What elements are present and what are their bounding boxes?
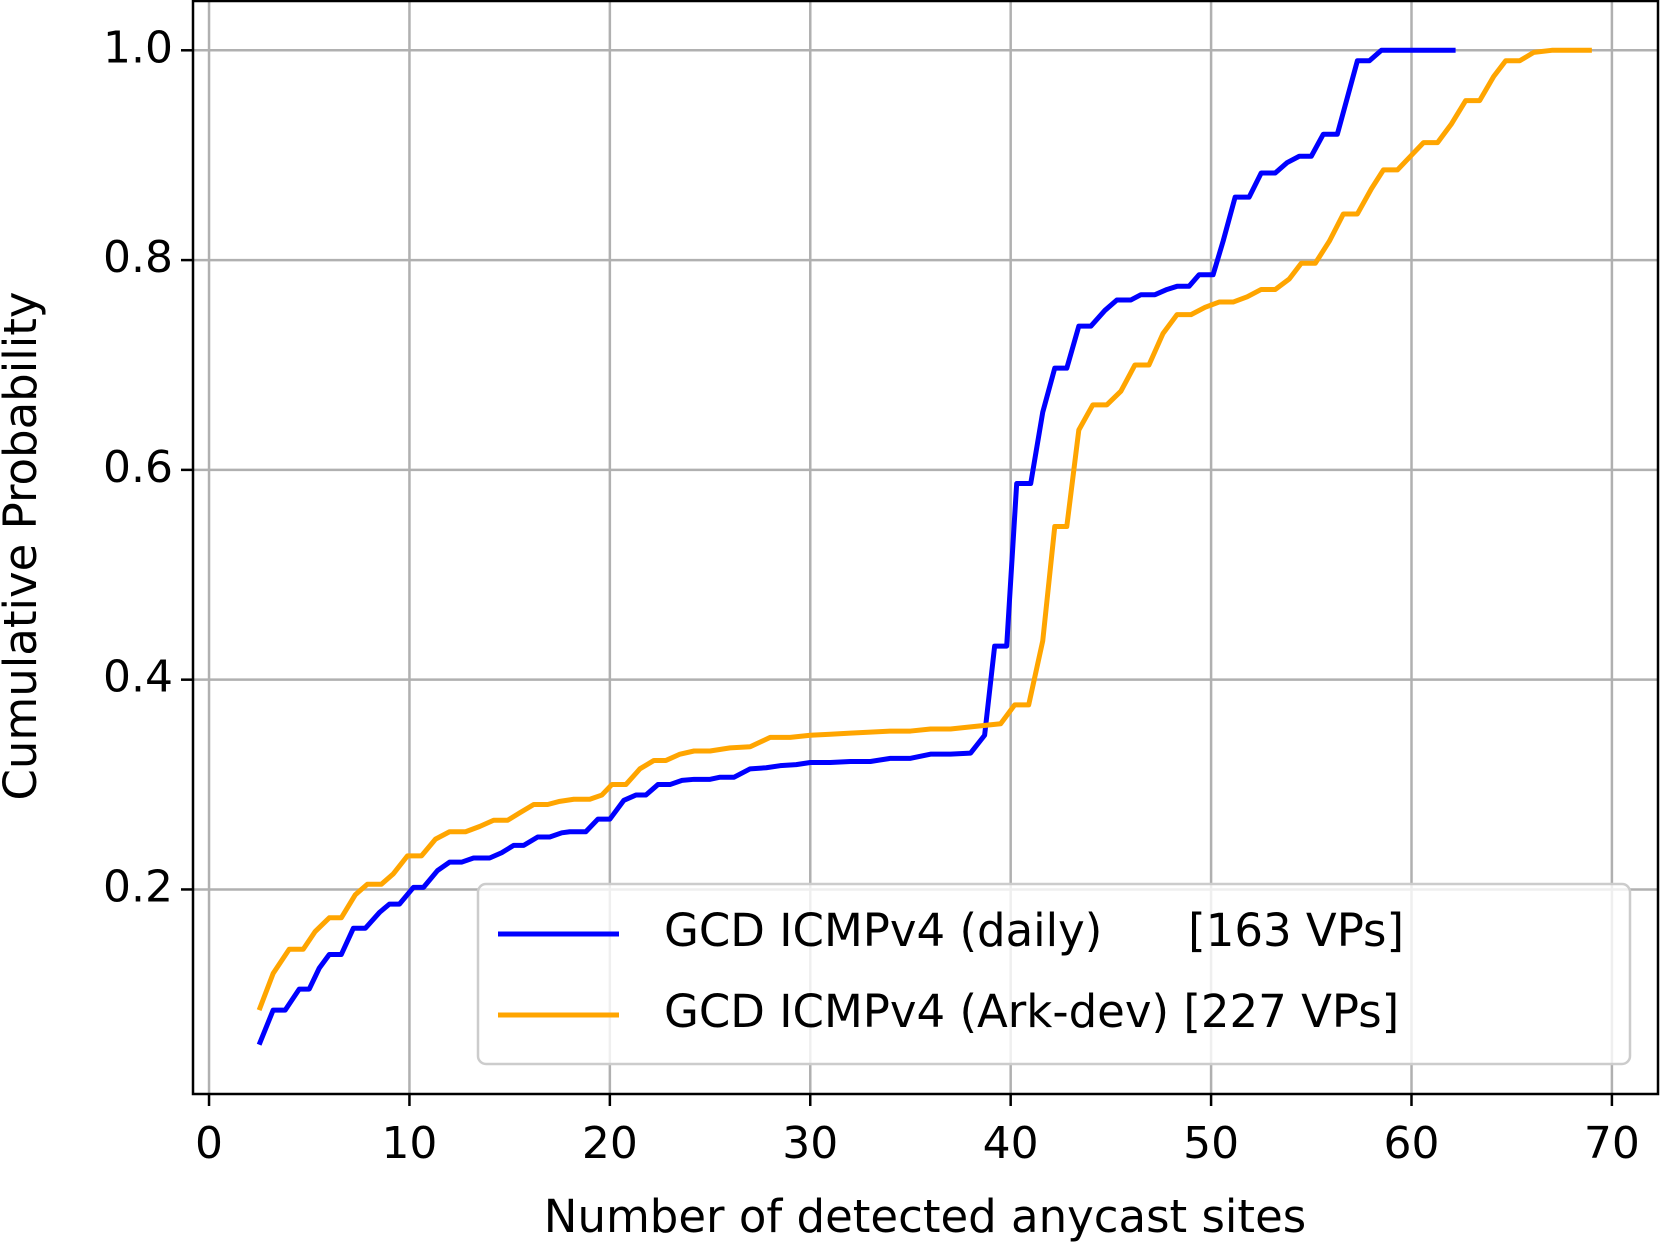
y-tick-label: 0.8: [103, 232, 173, 283]
y-tick-label: 0.6: [103, 442, 173, 493]
x-tick-label: 50: [1183, 1118, 1239, 1169]
y-tick-label: 0.4: [103, 652, 173, 703]
x-axis-label: Number of detected anycast sites: [544, 1190, 1306, 1243]
data-line: [256, 47, 1456, 1046]
x-tick-label: 60: [1383, 1118, 1439, 1169]
x-tick-label: 30: [782, 1118, 838, 1169]
plot-frame: [191, 0, 1660, 1096]
x-tick-label: 0: [195, 1118, 223, 1169]
legend-label: GCD ICMPv4 (Ark-dev) [227 VPs]: [664, 985, 1399, 1038]
legend-box: [476, 882, 1632, 1066]
x-tick-label: 20: [582, 1118, 638, 1169]
x-tick-label: 10: [381, 1118, 437, 1169]
x-tick-label: 40: [983, 1118, 1039, 1169]
data-line: [256, 47, 1592, 1011]
y-axis-label: Cumulative Probability: [0, 291, 47, 800]
y-tick-label: 0.2: [103, 861, 173, 912]
y-tick-label: 1.0: [103, 22, 173, 73]
legend-label: GCD ICMPv4 (daily) [163 VPs]: [664, 904, 1404, 957]
x-tick-label: 70: [1584, 1118, 1640, 1169]
